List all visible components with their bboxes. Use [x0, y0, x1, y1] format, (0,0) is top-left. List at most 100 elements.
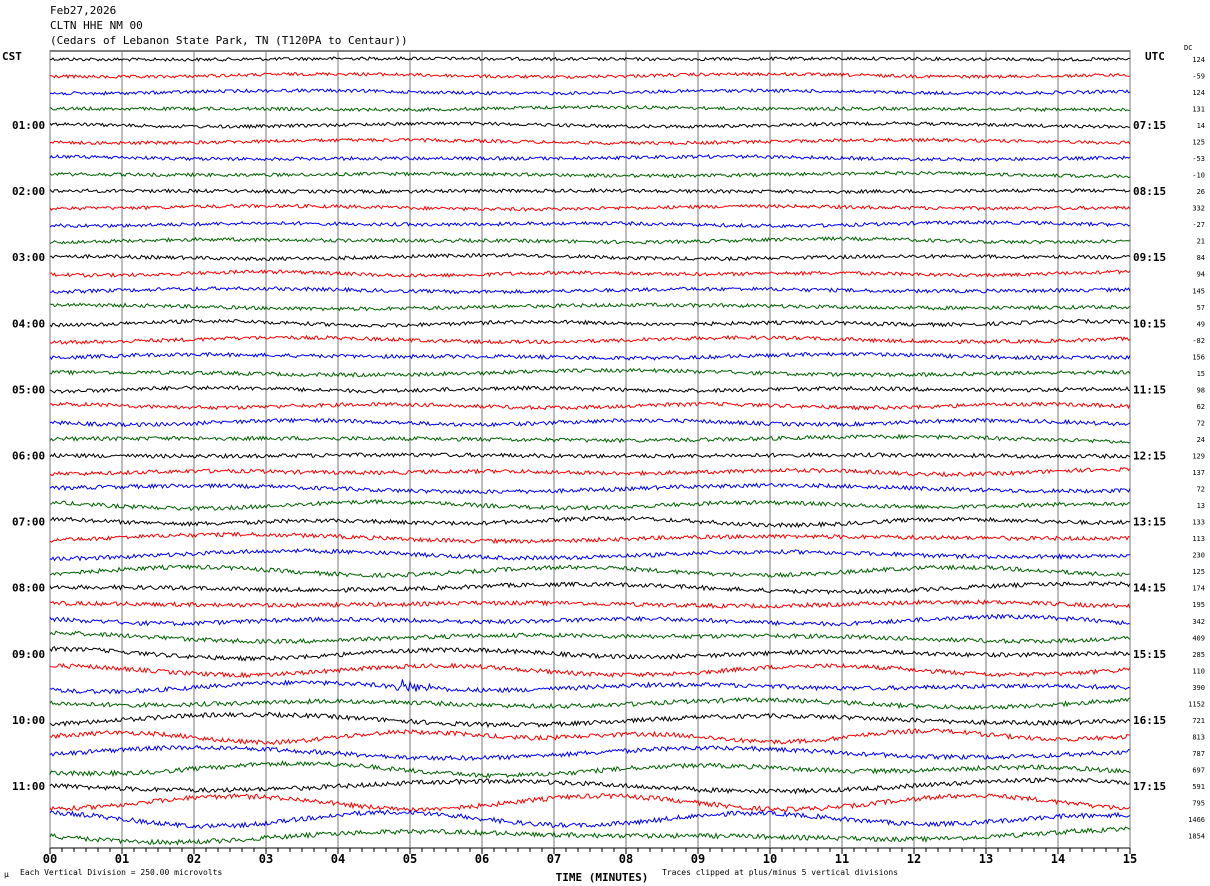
trace-row [49, 679, 1131, 695]
dc-offset-label: 285 [1192, 651, 1205, 659]
dc-offset-label: 94 [1197, 271, 1205, 279]
trace-row [49, 334, 1131, 345]
trace-row [49, 170, 1131, 179]
trace-row [49, 401, 1131, 411]
trace-row [49, 417, 1131, 428]
utc-hour-label: 12:15 [1133, 450, 1166, 463]
trace-row [49, 697, 1131, 711]
right-axis-label: UTC [1145, 50, 1165, 63]
x-tick-label: 01 [115, 852, 129, 866]
dc-offset-label: 697 [1192, 766, 1205, 774]
x-tick-label: 09 [691, 852, 705, 866]
utc-hour-label: 07:15 [1133, 119, 1166, 132]
dc-offset-label: 14 [1197, 122, 1205, 130]
dc-offset-label: -27 [1192, 221, 1205, 229]
trace-row [49, 88, 1131, 96]
trace-row [49, 466, 1131, 478]
dc-offset-label: -53 [1192, 155, 1205, 163]
trace-row [49, 236, 1131, 245]
dc-offset-label: 98 [1197, 386, 1205, 394]
trace-row [49, 482, 1131, 495]
trace-row [49, 613, 1131, 627]
dc-offset-label: 24 [1197, 436, 1205, 444]
cst-hour-label: 09:00 [12, 648, 45, 661]
trace-row [49, 187, 1131, 195]
cst-hour-label: 08:00 [12, 582, 45, 595]
utc-hour-label: 13:15 [1133, 516, 1166, 529]
trace-row [49, 318, 1131, 328]
dc-offset-label: 49 [1197, 320, 1205, 328]
trace-row [49, 662, 1131, 679]
utc-hour-label: 10:15 [1133, 317, 1166, 330]
trace-row [49, 563, 1131, 579]
trace-row [49, 433, 1131, 444]
trace-row [49, 760, 1131, 779]
x-tick-label: 08 [619, 852, 633, 866]
dc-offset-label: 125 [1192, 568, 1205, 576]
location-label: (Cedars of Lebanon State Park, TN (T120P… [50, 34, 408, 47]
dc-offset-label: 787 [1192, 750, 1205, 758]
x-tick-label: 12 [907, 852, 921, 866]
dc-offset-label: 72 [1197, 486, 1205, 494]
dc-offset-label: 21 [1197, 238, 1205, 246]
scale-note: Each Vertical Division = 250.00 microvol… [20, 868, 223, 877]
x-tick-label: 03 [259, 852, 273, 866]
trace-row [49, 71, 1131, 80]
x-tick-label: 15 [1123, 852, 1137, 866]
trace-row [49, 826, 1131, 846]
station-label: CLTN HHE NM 00 [50, 19, 143, 32]
x-tick-label: 05 [403, 852, 417, 866]
dc-offset-label: 721 [1192, 717, 1205, 725]
trace-row [49, 531, 1131, 545]
dc-offset-label: 72 [1197, 419, 1205, 427]
trace-row [49, 219, 1131, 229]
dc-offset-label: -82 [1192, 337, 1205, 345]
utc-hour-label: 11:15 [1133, 383, 1166, 396]
trace-row [49, 646, 1131, 662]
dc-offset-label: 342 [1192, 618, 1205, 626]
cst-hour-label: 10:00 [12, 714, 45, 727]
trace-row [49, 120, 1131, 130]
trace-row [49, 285, 1131, 295]
trace-row [49, 777, 1131, 795]
trace-row [49, 711, 1131, 729]
dc-offset-label: -10 [1192, 172, 1205, 180]
cst-hour-label: 11:00 [12, 780, 45, 793]
x-tick-label: 07 [547, 852, 561, 866]
dc-offset-label: 332 [1192, 205, 1205, 213]
left-axis-label: CST [2, 50, 22, 63]
dc-offset-label: 1466 [1188, 816, 1205, 824]
x-tick-label: 06 [475, 852, 489, 866]
x-tick-label: 02 [187, 852, 201, 866]
dc-offset-label: 13 [1197, 502, 1205, 510]
trace-row [49, 385, 1131, 394]
trace-row [50, 56, 1131, 62]
cst-hour-label: 02:00 [12, 185, 45, 198]
dc-offset-label: 195 [1192, 601, 1205, 609]
dc-offset-label: 174 [1192, 585, 1205, 593]
utc-hour-label: 17:15 [1133, 780, 1166, 793]
trace-row [49, 630, 1131, 645]
trace-row [49, 203, 1131, 212]
trace-row [49, 367, 1131, 378]
dc-offset-label: 137 [1192, 469, 1205, 477]
utc-hour-label: 09:15 [1133, 251, 1166, 264]
trace-row [49, 452, 1131, 460]
trace-row [49, 154, 1131, 162]
trace-row [49, 599, 1131, 609]
dc-label: DC [1184, 44, 1192, 52]
dc-offset-label: 813 [1192, 733, 1205, 741]
cst-hour-label: 04:00 [12, 317, 45, 330]
trace-row [49, 728, 1131, 746]
dc-offset-label: 145 [1192, 287, 1205, 295]
dc-offset-label: 409 [1192, 634, 1205, 642]
dc-offset-label: 113 [1192, 535, 1205, 543]
trace-row [49, 269, 1131, 278]
dc-offset-label: 1854 [1188, 833, 1205, 841]
trace-row [49, 137, 1131, 146]
dc-offset-label: 26 [1197, 188, 1205, 196]
dc-offset-label: 124 [1192, 56, 1205, 64]
dc-offset-label: 124 [1192, 89, 1205, 97]
